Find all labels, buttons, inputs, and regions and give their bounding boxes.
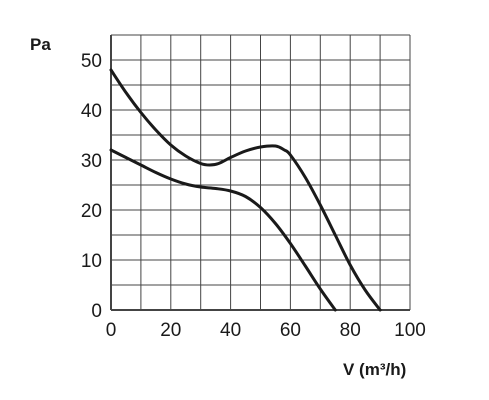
x-tick-label: 0 — [106, 320, 117, 341]
x-tick-label: 60 — [280, 320, 301, 341]
grid — [110, 34, 411, 311]
y-tick-label: 30 — [81, 151, 102, 172]
x-tick-label: 40 — [220, 320, 241, 341]
y-tick-label: 0 — [91, 301, 102, 322]
y-axis-label: Pa — [30, 35, 51, 54]
x-axis-label: V (m³/h) — [343, 360, 406, 379]
curves — [109, 68, 382, 312]
x-tick-label: 20 — [160, 320, 181, 341]
x-tick-label: 100 — [394, 320, 426, 341]
upper-curve — [109, 68, 382, 312]
x-tick-label: 80 — [340, 320, 361, 341]
tick-labels: 0 20 40 60 80 100 0 10 20 30 40 50 — [81, 51, 426, 341]
y-tick-label: 10 — [81, 251, 102, 272]
y-tick-label: 50 — [81, 51, 102, 72]
y-tick-label: 40 — [81, 101, 102, 122]
y-tick-label: 20 — [81, 201, 102, 222]
lower-curve — [109, 148, 337, 312]
